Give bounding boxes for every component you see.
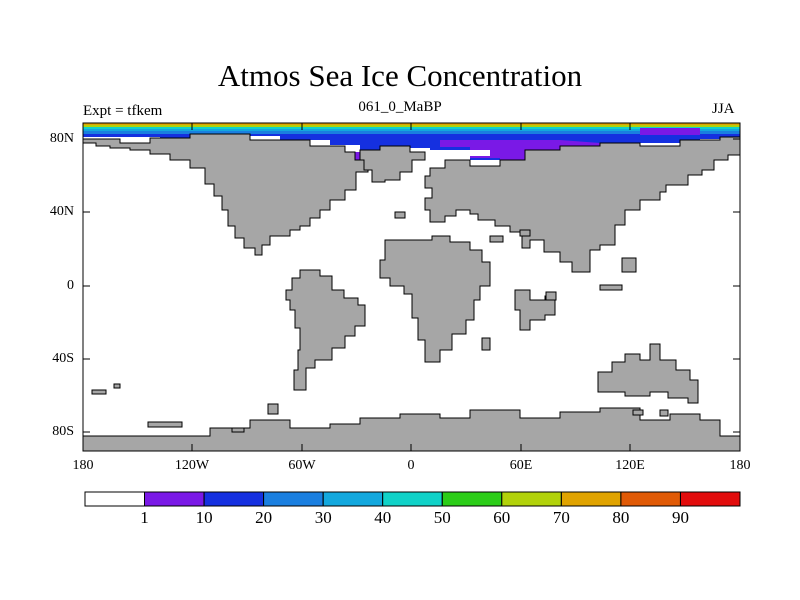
- y-tick-label: 40N: [49, 204, 74, 219]
- colorbar-box: [322, 491, 384, 507]
- y-tick-label: 80S: [52, 424, 74, 439]
- x-tick-label: 120E: [615, 458, 645, 473]
- island-pac-3: [545, 291, 557, 301]
- colorbar-label: 80: [612, 508, 630, 527]
- colorbar-box: [560, 491, 622, 507]
- island-south-2: [267, 403, 279, 415]
- experiment-label: Expt = tfkem: [83, 103, 163, 119]
- island-small-1: [519, 229, 531, 237]
- colorbar-label: 30: [314, 508, 332, 527]
- island-south-5: [231, 427, 245, 433]
- y-tick-label: 0: [67, 278, 74, 293]
- colorbar-label: 60: [493, 508, 511, 527]
- australia: [597, 343, 699, 404]
- africa: [379, 235, 491, 363]
- island-madagascar: [481, 337, 491, 351]
- island-south-4: [659, 409, 669, 417]
- colorbar-box: [382, 491, 443, 507]
- colorbar-label: 90: [672, 508, 689, 527]
- colorbar-box: [84, 491, 145, 507]
- island-se-asia-2: [599, 284, 623, 291]
- island-pac-2: [113, 383, 121, 389]
- colorbar-label: 10: [195, 508, 213, 527]
- land-masses: [82, 133, 741, 452]
- island-se-asia-1: [514, 289, 556, 331]
- x-tick-label: 120W: [174, 458, 210, 473]
- colorbar-box: [501, 491, 562, 507]
- x-tick-label: 180: [72, 458, 94, 473]
- chart-title: Atmos Sea Ice Concentration: [217, 58, 583, 93]
- colorbar-box: [144, 491, 205, 507]
- axis-ticks: [83, 123, 740, 451]
- greenland: [359, 145, 426, 183]
- x-tick-label: 60E: [509, 458, 533, 473]
- season-label: JJA: [712, 101, 735, 117]
- colorbar-label: 20: [255, 508, 273, 527]
- island-pac-1: [91, 389, 107, 395]
- colorbar-box: [620, 491, 681, 507]
- colorbar-box: [680, 491, 741, 507]
- island-med-1: [394, 211, 406, 219]
- colorbar-label: 40: [374, 508, 392, 527]
- island-south-1: [147, 421, 183, 428]
- colorbar-label: 70: [552, 508, 570, 527]
- colorbar-label: 50: [433, 508, 451, 527]
- island-med-2: [489, 235, 504, 243]
- x-tick-label: 0: [407, 458, 415, 473]
- x-tick-label: 180: [729, 458, 751, 473]
- colorbar-box: [263, 491, 324, 507]
- time-label: 061_0_MaBP: [358, 99, 442, 115]
- colorbar-box: [441, 491, 503, 507]
- y-tick-label: 80N: [49, 131, 74, 146]
- colorbar: [84, 491, 741, 507]
- y-tick-label: 40S: [52, 351, 74, 366]
- x-tick-label: 60W: [288, 458, 316, 473]
- eurasia: [424, 136, 741, 273]
- island-japan: [621, 257, 637, 273]
- north-america: [82, 133, 369, 256]
- south-america: [285, 269, 366, 391]
- colorbar-label: 1: [140, 508, 149, 527]
- island-south-3: [632, 409, 644, 416]
- colorbar-box: [203, 491, 265, 507]
- antarctica: [82, 407, 741, 452]
